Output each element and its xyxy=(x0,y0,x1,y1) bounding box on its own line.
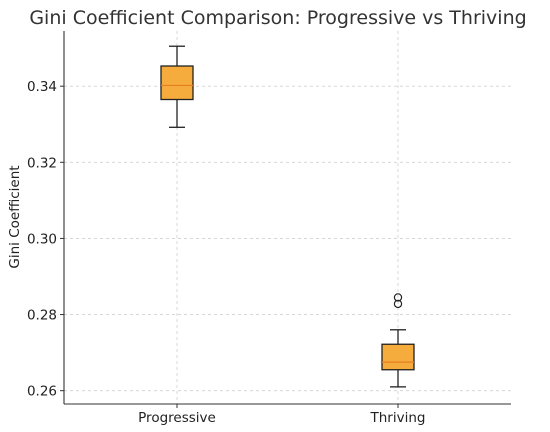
y-tick-label: 0.32 xyxy=(27,155,57,171)
axes-layer: 0.26 0.28 0.30 0.32 0.34 Progressive Thriving xyxy=(27,31,511,426)
y-axis-label: Gini Coefficient xyxy=(7,165,23,268)
boxes-layer xyxy=(160,45,415,388)
iqr-box xyxy=(381,343,415,371)
y-tick-label: 0.26 xyxy=(27,384,57,400)
x-tick-label: Thriving xyxy=(370,410,426,426)
box-group-thriving xyxy=(381,293,415,388)
outlier-point xyxy=(393,293,403,302)
y-tick-label: 0.30 xyxy=(27,231,57,247)
y-tick-label: 0.28 xyxy=(27,308,57,324)
grid-layer xyxy=(64,31,511,404)
chart-title: Gini Coefficient Comparison: Progressive… xyxy=(29,7,526,29)
y-tick-label: 0.34 xyxy=(27,79,57,95)
x-tick-label: Progressive xyxy=(138,410,216,426)
outlier-point xyxy=(393,299,403,309)
iqr-box xyxy=(160,65,194,101)
box-group-progressive xyxy=(160,45,194,128)
